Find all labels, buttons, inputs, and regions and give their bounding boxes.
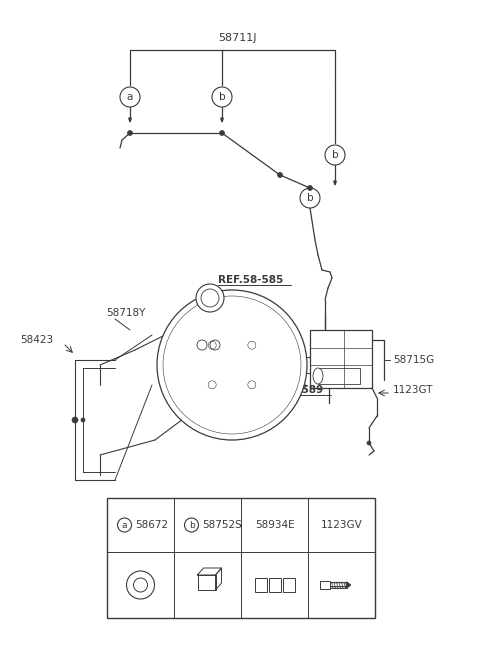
Bar <box>268 578 280 592</box>
Circle shape <box>128 131 132 136</box>
Circle shape <box>300 188 320 208</box>
Text: b: b <box>307 193 313 203</box>
Text: 58711J: 58711J <box>218 33 256 43</box>
Text: 58718Y: 58718Y <box>106 308 145 318</box>
Text: 58752S: 58752S <box>203 520 242 530</box>
Text: 58715G: 58715G <box>393 355 434 365</box>
Circle shape <box>127 571 155 599</box>
Circle shape <box>325 145 345 165</box>
Bar <box>310 330 372 388</box>
Text: REF.58-589: REF.58-589 <box>258 385 323 395</box>
Bar <box>320 581 329 589</box>
Text: b: b <box>332 150 338 160</box>
Text: b: b <box>189 520 194 529</box>
Circle shape <box>210 340 220 350</box>
Bar <box>283 578 295 592</box>
Polygon shape <box>216 568 221 590</box>
Circle shape <box>196 284 224 312</box>
Circle shape <box>197 340 207 350</box>
Polygon shape <box>129 118 131 122</box>
Text: REF.58-585: REF.58-585 <box>218 275 283 285</box>
Polygon shape <box>347 582 350 588</box>
Circle shape <box>133 578 147 592</box>
Circle shape <box>81 418 85 422</box>
Text: 58423: 58423 <box>20 335 53 345</box>
Bar <box>254 578 266 592</box>
Bar <box>192 312 228 342</box>
Text: 58672: 58672 <box>135 520 168 530</box>
Circle shape <box>120 87 140 107</box>
Text: a: a <box>127 92 133 102</box>
Bar <box>197 575 216 590</box>
Bar <box>318 368 360 384</box>
Circle shape <box>72 417 78 423</box>
Circle shape <box>219 131 225 136</box>
Ellipse shape <box>313 368 323 384</box>
Polygon shape <box>334 181 336 185</box>
Polygon shape <box>221 118 223 122</box>
Text: 58934E: 58934E <box>255 520 294 530</box>
Bar <box>107 498 375 618</box>
Text: 1123GT: 1123GT <box>393 385 433 395</box>
Ellipse shape <box>135 579 145 590</box>
Circle shape <box>308 186 312 190</box>
Text: 1123GV: 1123GV <box>321 520 362 530</box>
Circle shape <box>157 290 307 440</box>
Text: a: a <box>122 520 127 529</box>
Text: b: b <box>219 92 225 102</box>
Circle shape <box>277 173 283 178</box>
Polygon shape <box>197 568 221 575</box>
Circle shape <box>118 518 132 532</box>
Circle shape <box>212 87 232 107</box>
Circle shape <box>367 441 371 445</box>
Circle shape <box>184 518 199 532</box>
